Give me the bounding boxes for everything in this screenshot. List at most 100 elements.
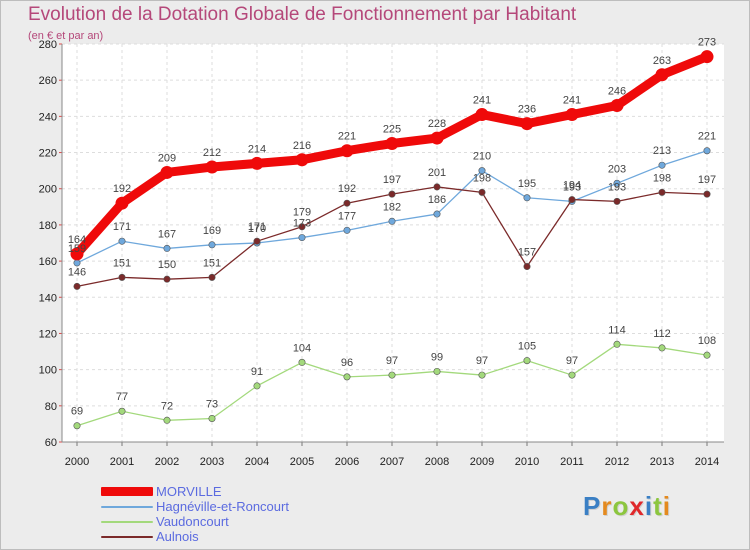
data-point: [385, 137, 399, 150]
data-label: 104: [293, 342, 311, 354]
data-point: [70, 247, 84, 261]
data-label: 236: [518, 104, 536, 116]
data-point: [703, 351, 711, 359]
data-label: 193: [608, 181, 626, 193]
y-tick-label: 100: [39, 365, 57, 377]
data-point: [295, 153, 309, 167]
data-point: [658, 188, 666, 196]
data-label: 97: [386, 355, 398, 367]
data-point: [655, 68, 669, 82]
data-point: [478, 188, 486, 196]
legend-swatch: [101, 520, 153, 523]
data-point: [208, 241, 216, 249]
y-tick-label: 60: [45, 437, 57, 449]
proxiti-logo: Proxiti: [583, 491, 671, 522]
data-point: [388, 190, 396, 198]
data-label: 225: [383, 124, 401, 136]
data-point: [388, 371, 396, 379]
data-label: 194: [563, 180, 581, 192]
data-point: [703, 190, 711, 198]
x-tick-label: 2003: [200, 456, 224, 468]
data-point: [340, 144, 354, 158]
logo-letter: x: [629, 491, 645, 521]
data-label: 186: [428, 194, 446, 206]
x-tick-label: 2002: [155, 456, 179, 468]
data-label: 167: [158, 228, 176, 240]
data-label: 228: [428, 118, 446, 130]
data-label: 151: [113, 257, 131, 269]
data-label: 192: [338, 183, 356, 195]
series-aulnois: [73, 183, 711, 290]
logo-letter: i: [662, 491, 671, 521]
legend-swatch: [101, 505, 153, 508]
series-morville: [70, 50, 714, 261]
legend-swatch: [101, 535, 153, 538]
y-tick-label: 80: [45, 401, 57, 413]
data-label: 246: [608, 86, 626, 98]
data-point: [523, 194, 531, 202]
data-point: [343, 226, 351, 234]
y-tick-label: 220: [39, 148, 57, 160]
data-label: 195: [518, 178, 536, 190]
data-label: 214: [248, 143, 266, 155]
data-label: 210: [473, 151, 491, 163]
data-label: 201: [428, 167, 446, 179]
data-point: [163, 275, 171, 283]
data-label: 151: [203, 257, 221, 269]
x-tick-label: 2005: [290, 456, 314, 468]
data-label: 114: [608, 324, 626, 336]
data-label: 150: [158, 259, 176, 271]
data-label: 164: [68, 234, 86, 246]
logo-letter: i: [644, 491, 654, 521]
x-tick-label: 2001: [110, 456, 134, 468]
data-point: [658, 161, 666, 169]
data-point: [253, 382, 261, 390]
data-label: 179: [293, 207, 311, 219]
y-tick-label: 260: [39, 75, 57, 87]
data-point: [613, 340, 621, 348]
x-tick-label: 2000: [65, 456, 89, 468]
data-point: [523, 357, 531, 365]
data-point: [208, 414, 216, 422]
data-label: 91: [251, 366, 263, 378]
data-point: [118, 237, 126, 245]
data-label: 146: [68, 266, 86, 278]
series-hagn-ville-et-roncourt: [73, 147, 711, 267]
data-point: [298, 358, 306, 366]
y-tick-label: 200: [39, 184, 57, 196]
data-label: 192: [113, 183, 131, 195]
y-tick-label: 280: [39, 39, 57, 51]
x-tick-label: 2014: [695, 456, 719, 468]
data-label: 96: [341, 357, 353, 369]
data-label: 182: [383, 201, 401, 213]
logo-letter: t: [653, 491, 663, 521]
legend-label: Hagnéville-et-Roncourt: [156, 499, 289, 514]
data-label: 213: [653, 145, 671, 157]
chart-subtitle: (en € et par an): [28, 30, 104, 42]
data-label: 73: [206, 398, 218, 410]
data-point: [298, 223, 306, 231]
data-point: [433, 210, 441, 218]
data-point: [73, 282, 81, 290]
data-label: 221: [698, 131, 716, 143]
data-point: [343, 199, 351, 207]
data-point: [118, 273, 126, 281]
logo-letter: o: [612, 491, 630, 521]
chart-title: Evolution de la Dotation Globale de Fonc…: [28, 4, 577, 25]
data-label: 193: [563, 181, 581, 193]
legend-label: MORVILLE: [156, 484, 222, 499]
data-point: [343, 373, 351, 381]
y-tick-label: 240: [39, 111, 57, 123]
gridlines: [62, 43, 724, 443]
data-label: 77: [116, 391, 128, 403]
data-label: 69: [71, 406, 83, 418]
x-tick-label: 2004: [245, 456, 269, 468]
data-label: 198: [653, 172, 671, 184]
data-point: [430, 131, 444, 145]
data-point: [478, 371, 486, 379]
data-point: [613, 179, 621, 187]
data-label: 221: [338, 131, 356, 143]
data-point: [115, 196, 129, 210]
data-label: 263: [653, 55, 671, 67]
